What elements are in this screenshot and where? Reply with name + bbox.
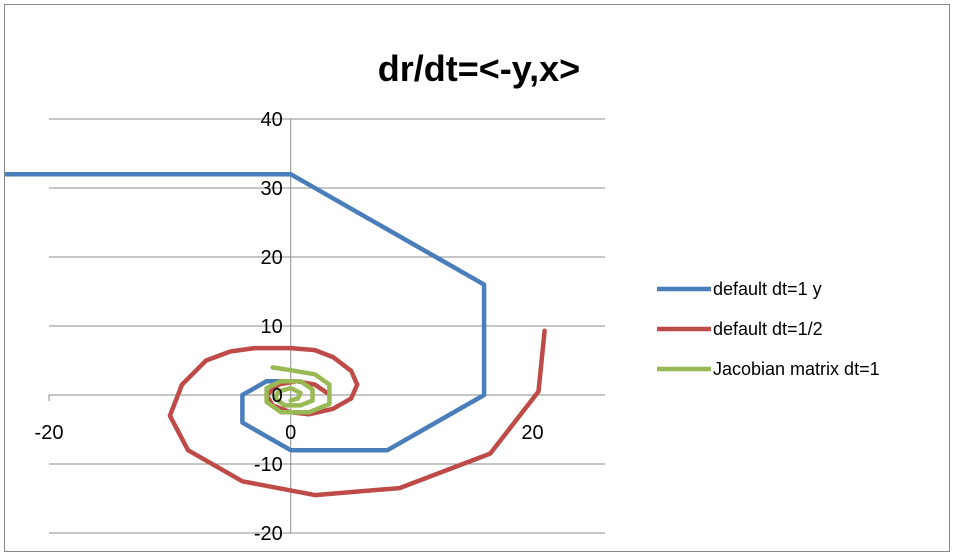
chart-frame: dr/dt=<-y,x> -20 -10 0 10 20 30 40 -20 0 20 defau…	[4, 4, 950, 552]
series-line-1	[5, 171, 487, 453]
legend-label-3: Jacobian matrix dt=1	[713, 359, 880, 379]
x-tick-label: -20	[35, 422, 64, 444]
legend-label-1: default dt=1 y	[713, 279, 822, 299]
y-tick-label: -10	[254, 454, 283, 476]
y-tick-label: 40	[260, 109, 282, 131]
y-tick-label: 10	[260, 316, 282, 338]
x-tick-label: 20	[521, 422, 543, 444]
y-tick-label: 30	[260, 178, 282, 200]
y-tick-label: 20	[260, 247, 282, 269]
legend-label-2: default dt=1/2	[713, 319, 823, 339]
series-line-2	[167, 328, 547, 498]
chart-legend: default dt=1 y default dt=1/2 Jacobian mat…	[657, 279, 880, 379]
y-tick-label: -20	[254, 523, 283, 545]
x-tick-label: 0	[285, 422, 296, 444]
y-tick-label: 0	[272, 385, 283, 407]
chart-title: dr/dt=<-y,x>	[378, 48, 580, 89]
series-layer	[5, 171, 547, 498]
series-line-3	[264, 365, 332, 415]
grid-layer	[49, 118, 605, 534]
